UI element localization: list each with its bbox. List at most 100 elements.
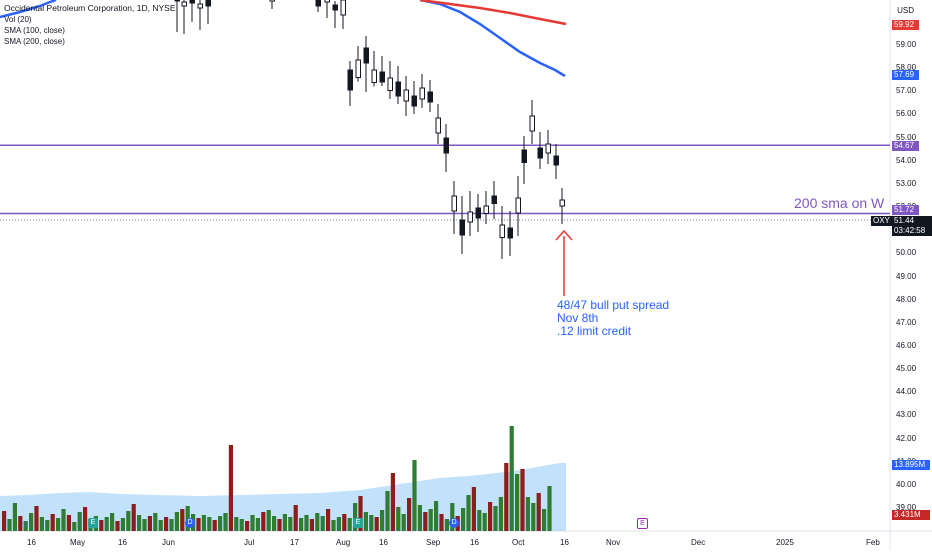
volume-bar — [239, 519, 244, 531]
volume-bar — [336, 517, 341, 531]
candle-body — [355, 59, 361, 78]
time-tick-label: 17 — [290, 538, 299, 547]
candle-body — [443, 137, 449, 154]
volume-bar — [110, 513, 115, 531]
volume-bar — [374, 517, 379, 531]
sma100-line-left — [0, 0, 57, 19]
volume-bar — [326, 509, 331, 531]
price-tick-label: 54.00 — [896, 155, 917, 165]
volume-bar — [169, 519, 174, 531]
volume-bar — [309, 519, 314, 531]
time-tick-label: 16 — [379, 538, 388, 547]
candle-body — [467, 211, 473, 223]
volume-badge: 3.431M — [892, 510, 930, 520]
volume-bar — [272, 516, 277, 531]
candle-body — [499, 224, 505, 238]
time-tick-label: Jun — [162, 538, 175, 547]
candle-body — [451, 195, 457, 212]
volume-bar — [342, 514, 347, 531]
earnings-event-icon[interactable]: E — [88, 518, 98, 528]
volume-bar — [158, 520, 163, 531]
volume-bar — [407, 498, 412, 531]
candle-body — [332, 4, 338, 11]
candle-body — [395, 81, 401, 97]
indicator-sma100[interactable]: SMA (100, close) — [4, 26, 65, 35]
volume-bar — [250, 515, 255, 531]
volume-bar — [509, 426, 514, 531]
price-tick-label: 48.00 — [896, 294, 917, 304]
indicator-sma200[interactable]: SMA (200, close) — [4, 37, 65, 46]
volume-bar — [56, 518, 61, 531]
sma100-line — [419, 0, 566, 78]
volume-bar — [77, 512, 82, 531]
dividend-event-icon[interactable]: D — [185, 518, 195, 528]
candle-body — [205, 0, 211, 7]
vol-ma-badge: 13.895M — [892, 460, 930, 470]
volume-bar — [461, 508, 466, 531]
volume-bar — [83, 507, 88, 531]
candle-body — [269, 0, 275, 2]
volume-bar — [131, 504, 136, 531]
volume-bar — [428, 509, 433, 531]
volume-bar — [396, 507, 401, 531]
volume-bar — [99, 520, 104, 531]
dividend-event-icon[interactable]: D — [449, 518, 459, 528]
price-tick-label: 43.00 — [896, 410, 917, 420]
candle-body — [545, 143, 551, 154]
symbol-title[interactable]: Occidental Petroleum Corporation, 1D, NY… — [4, 3, 176, 13]
volume-bar — [482, 513, 487, 531]
chart-legend: Occidental Petroleum Corporation, 1D, NY… — [4, 3, 176, 47]
volume-bar — [347, 518, 352, 531]
trade-note-line: 48/47 bull put spread — [557, 298, 670, 312]
currency-label[interactable]: USD — [897, 6, 914, 15]
indicator-volume[interactable]: Vol (20) — [4, 15, 32, 24]
annotation-arrow-head — [555, 229, 573, 241]
time-tick-label: 2025 — [776, 538, 794, 547]
candle-body — [483, 205, 489, 214]
candle-body — [403, 89, 409, 102]
volume-bar — [137, 515, 142, 531]
candle-body — [411, 95, 417, 107]
volume-bar — [234, 517, 239, 531]
volume-bar — [536, 493, 541, 531]
volume-bar — [320, 516, 325, 531]
volume-bar — [277, 519, 282, 531]
candle-body — [324, 0, 330, 3]
volume-bar — [315, 513, 320, 531]
volume-bar — [358, 496, 363, 531]
candle-body — [379, 71, 385, 83]
volume-bar — [2, 511, 7, 531]
sma-note[interactable]: 200 sma on W — [794, 195, 885, 211]
volume-bar — [18, 516, 23, 531]
trade-note[interactable]: 48/47 bull put spread Nov 8th .12 limit … — [557, 299, 669, 338]
price-tick-label: 40.00 — [896, 479, 917, 489]
volume-bar — [288, 517, 293, 531]
volume-bar — [434, 501, 439, 531]
candle-body — [340, 0, 346, 16]
time-tick-label: Aug — [336, 538, 351, 547]
volume-bar — [180, 509, 185, 531]
volume-bar — [380, 510, 385, 531]
earnings-event-icon[interactable]: E — [353, 518, 363, 528]
price-tick-label: 55.00 — [896, 132, 917, 142]
volume-bar — [515, 474, 520, 531]
candle-body — [559, 199, 565, 207]
volume-bar — [299, 518, 304, 531]
volume-bar — [126, 511, 131, 531]
volume-bar — [282, 514, 287, 531]
price-tick-label: 56.00 — [896, 109, 917, 119]
candle-body — [507, 227, 513, 239]
trade-note-line: Nov 8th — [557, 311, 599, 325]
candle-body — [181, 1, 187, 7]
volume-bar — [444, 519, 449, 531]
volume-bar — [66, 515, 71, 531]
earnings-upcoming-icon[interactable]: E — [637, 518, 648, 529]
price-tick-label: 46.00 — [896, 340, 917, 350]
volume-bar — [450, 503, 455, 531]
time-tick-label: 16 — [470, 538, 479, 547]
line-upper-badge: 54.67 — [892, 141, 919, 151]
line-lower-badge: 51.72 — [892, 205, 919, 215]
volume-bar — [293, 505, 298, 531]
